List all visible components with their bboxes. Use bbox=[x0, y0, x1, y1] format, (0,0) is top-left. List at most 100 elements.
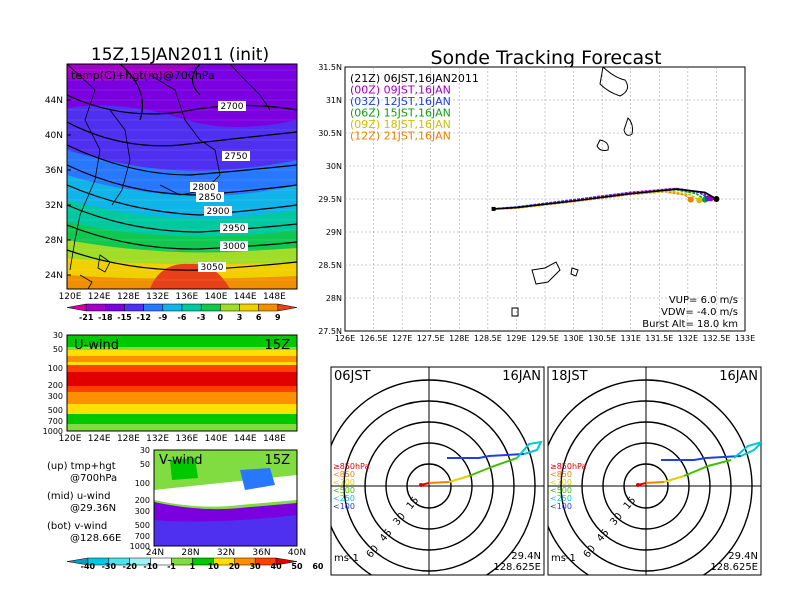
contour-label: 2800 bbox=[193, 183, 216, 193]
lat-tick-label: 28N bbox=[181, 548, 199, 558]
colorbar-label: -10 bbox=[143, 562, 158, 571]
lon-tick-label: 131E bbox=[621, 334, 641, 343]
colorbar-swatch bbox=[85, 303, 106, 312]
level-legend-entry: <850 bbox=[333, 470, 355, 479]
contour-label: 2950 bbox=[223, 224, 246, 234]
colorbar-label: 6 bbox=[256, 313, 262, 322]
map-frame bbox=[66, 63, 298, 290]
lon-tick-label: 132E bbox=[146, 434, 169, 444]
map-lon-ticks: 120E 124E 128E 132E 136E 140E 144E 148E bbox=[59, 292, 287, 302]
hodograph-time: 18JST bbox=[551, 369, 588, 384]
lat-tick-label: 40N bbox=[288, 548, 306, 558]
colorbar-swatch bbox=[239, 303, 259, 312]
lat-tick-label: 36N bbox=[252, 548, 270, 558]
lon-tick-label: 127E bbox=[392, 334, 412, 343]
contour-label: 3050 bbox=[201, 263, 224, 273]
lat-tick-label: 32N bbox=[45, 201, 63, 211]
hodograph-segment bbox=[683, 459, 732, 477]
wind-colorbar: -40 -30 -20 -10 -1 1 10 20 30 40 50 60 bbox=[66, 557, 324, 571]
level-legend-entry: <700 bbox=[550, 478, 572, 487]
lon-tick-label: 132E bbox=[678, 334, 698, 343]
pressure-tick-label: 1000 bbox=[130, 542, 150, 551]
lon-tick-label: 140E bbox=[205, 292, 228, 302]
colorbar-label: -1 bbox=[167, 562, 176, 571]
hodograph-segment bbox=[448, 475, 470, 483]
lon-tick-label: 124E bbox=[88, 434, 111, 444]
lat-tick-label: 29.5N bbox=[318, 195, 342, 204]
contour-label: 2900 bbox=[207, 207, 230, 217]
contour-label-bg bbox=[204, 206, 232, 216]
colorbar-label: -18 bbox=[98, 313, 113, 322]
lon-tick-label: 132E bbox=[146, 292, 169, 302]
contour-label-bg bbox=[220, 223, 248, 233]
colorbar-swatch bbox=[275, 557, 298, 566]
colorbar-label: 9 bbox=[275, 313, 281, 322]
note-line: (up) tmp+hgt bbox=[47, 461, 116, 472]
contour-label-bg bbox=[196, 192, 224, 202]
contour-label: 2750 bbox=[225, 152, 248, 162]
legend-entry: (03Z) 12JST,16JAN bbox=[350, 95, 451, 108]
colorbar-swatch bbox=[277, 303, 298, 312]
lat-tick-label: 28.5N bbox=[318, 261, 342, 270]
hodograph-lat: 29.4N bbox=[728, 551, 758, 562]
landing-point bbox=[696, 197, 703, 204]
lon-tick-label: 130.5E bbox=[588, 334, 616, 343]
lon-tick-label: 148E bbox=[263, 292, 286, 302]
lat-tick-label: 31N bbox=[326, 96, 342, 105]
hodograph-segment bbox=[468, 457, 518, 477]
lon-tick-label: 131.5E bbox=[645, 334, 673, 343]
hodograph-date: 16JAN bbox=[502, 369, 541, 384]
lon-tick-label: 133E bbox=[735, 334, 755, 343]
lat-tick-label: 30.5N bbox=[318, 129, 342, 138]
legend-entry: (09Z) 18JST,16JAN bbox=[350, 118, 451, 131]
colorbar-swatch bbox=[220, 303, 240, 312]
u-wind-time: 15Z bbox=[265, 338, 291, 353]
contour-label: 2850 bbox=[199, 193, 222, 203]
coastlines bbox=[67, 64, 271, 289]
colorbar-label: -6 bbox=[178, 313, 187, 322]
lat-tick-label: 28N bbox=[45, 236, 63, 246]
lat-tick-label: 31.5N bbox=[318, 63, 342, 72]
colorbar-label: -12 bbox=[136, 313, 150, 322]
hodograph-segment bbox=[663, 475, 685, 483]
vup-param: VUP= 6.0 m/s bbox=[669, 295, 738, 306]
colorbar-swatch bbox=[162, 303, 183, 312]
note-line: (bot) v-wind bbox=[47, 521, 107, 532]
tracking-lon-ticks: 126E 126.5E 127E 127.5E 128E 128.5E 129E 129.5E… bbox=[335, 334, 755, 343]
lat-tick-label: 36N bbox=[45, 166, 63, 176]
hodograph-time: 06JST bbox=[334, 369, 371, 384]
lon-tick-label: 128E bbox=[117, 434, 140, 444]
hodograph-segment bbox=[733, 441, 761, 459]
landing-point bbox=[713, 196, 720, 202]
lat-tick-label: 30N bbox=[326, 162, 342, 171]
colorbar-label: -15 bbox=[117, 313, 132, 322]
pressure-tick-label: 300 bbox=[48, 392, 63, 401]
lat-tick-label: 40N bbox=[45, 131, 63, 141]
tracking-lat-ticks: 31.5N 31N 30.5N 30N 29.5N 29N 28.5N 28N 27.5N bbox=[318, 63, 342, 336]
hodograph-segment bbox=[516, 440, 543, 459]
level-legend-entry: <850 bbox=[550, 470, 572, 479]
lat-tick-label: 24N bbox=[45, 271, 63, 281]
lon-tick-label: 132.5E bbox=[702, 334, 730, 343]
lon-tick-label: 128.5E bbox=[474, 334, 502, 343]
colorbar-label: 40 bbox=[271, 562, 283, 571]
lat-tick-label: 44N bbox=[45, 96, 63, 106]
colorbar-label: 50 bbox=[291, 562, 303, 571]
colorbar-label: 3 bbox=[237, 313, 243, 322]
contour-label-bg bbox=[190, 182, 218, 192]
lat-tick-label: 27.5N bbox=[318, 327, 342, 336]
note-subline: @128.66E bbox=[70, 533, 121, 544]
pressure-tick-label: 700 bbox=[135, 532, 150, 541]
hodograph-surface-point bbox=[419, 483, 423, 487]
tracking-coastlines bbox=[511, 67, 633, 317]
pressure-tick-label: 50 bbox=[53, 345, 63, 354]
lon-tick-label: 126.5E bbox=[360, 334, 388, 343]
colorbar-swatch bbox=[124, 303, 144, 312]
